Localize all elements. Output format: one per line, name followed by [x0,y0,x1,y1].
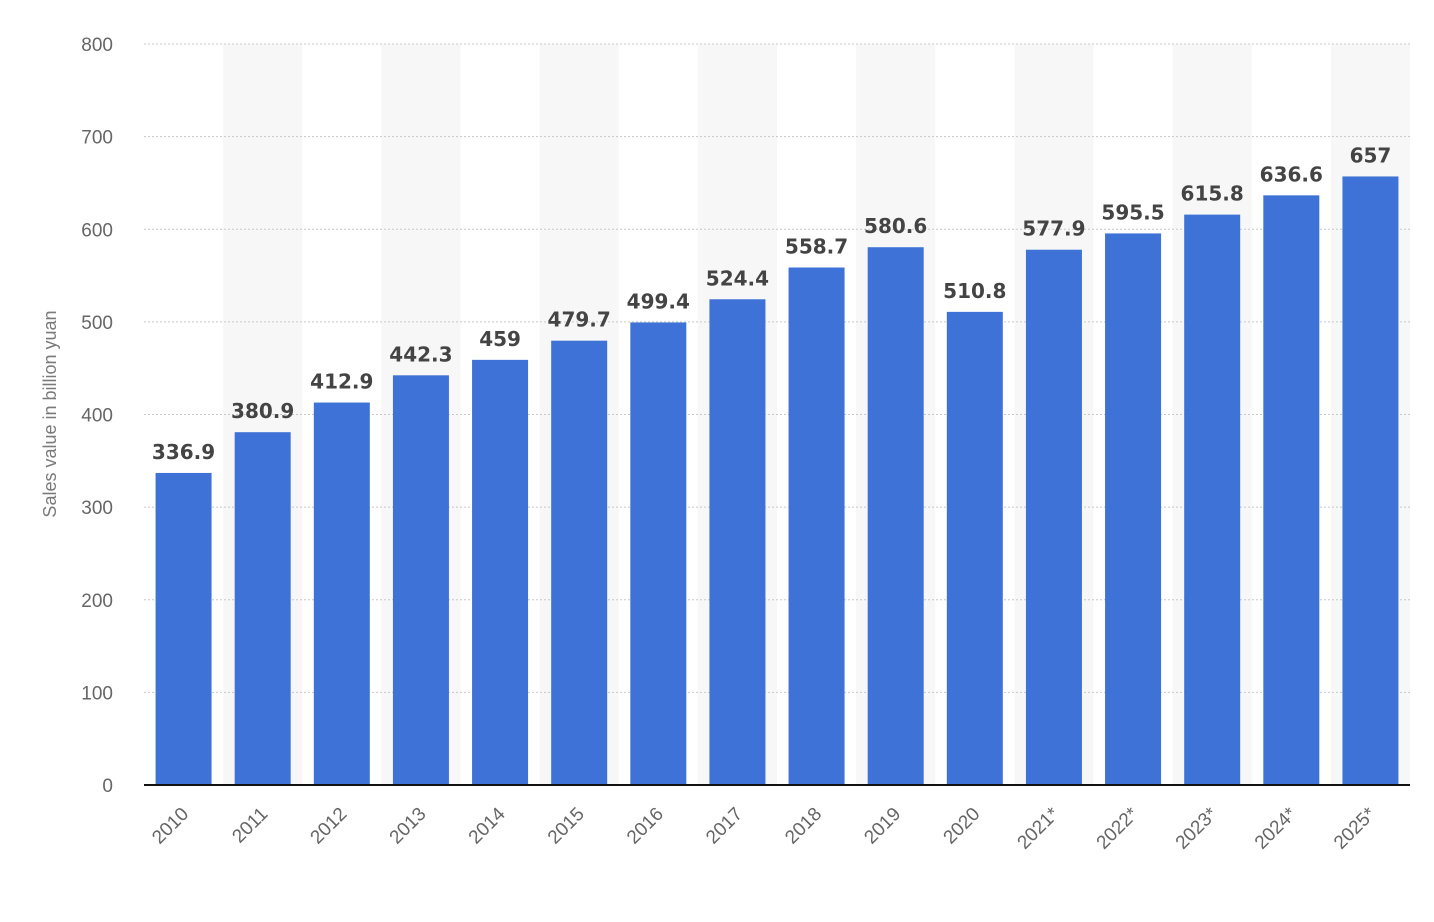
x-tick-label: 2014 [465,803,510,848]
bar[interactable] [472,359,529,785]
bar[interactable] [155,472,212,785]
data-label: 336.9 [152,440,215,464]
data-label: 580.6 [864,214,927,238]
y-tick-label: 800 [81,35,113,56]
bar[interactable] [630,322,687,785]
x-tick-label: 2021* [1014,803,1064,853]
x-tick-label: 2015 [544,804,589,849]
y-axis-title: Sales value in billion yuan [40,310,60,517]
y-tick-label: 700 [81,128,113,149]
data-label: 524.4 [706,266,769,290]
gridlines [144,43,1410,693]
x-tick-label: 2012 [307,804,352,849]
bar[interactable] [1105,233,1162,786]
bar[interactable] [1184,214,1241,786]
bar[interactable] [788,267,845,785]
data-label: 479.7 [548,308,611,332]
x-tick-label: 2025* [1330,803,1380,853]
y-tick-label: 400 [81,406,113,427]
data-label: 636.6 [1260,162,1323,186]
x-tick-label: 2017 [702,804,747,849]
data-label: 442.3 [389,342,452,366]
data-labels: 336.9 380.9 412.9 442.3 459 479.7 499.4 524.4 55… [152,143,1391,463]
bar[interactable] [313,402,370,785]
x-tick-label: 2016 [623,804,668,849]
bar[interactable] [551,340,608,785]
bar[interactable] [392,375,449,785]
x-tick-label: 2013 [386,804,431,849]
bar[interactable] [946,311,1003,785]
x-tick-label: 2010 [148,804,193,849]
bars [155,176,1399,786]
data-label: 412.9 [310,370,373,394]
bar[interactable] [1342,176,1399,786]
y-tick-label: 100 [81,683,113,704]
y-tick-label: 300 [81,498,113,519]
x-tick-label: 2024* [1251,803,1301,853]
x-tick-label: 2019 [860,804,905,849]
data-label: 577.9 [1022,217,1085,241]
y-tick-label: 500 [81,313,113,334]
data-label: 510.8 [943,279,1006,303]
y-tick-label: 0 [102,776,113,797]
y-axis-ticks: 0 100 200 300 400 500 600 700 800 [81,35,113,797]
data-label: 595.5 [1101,200,1164,224]
x-tick-label: 2018 [781,804,826,849]
data-label: 657 [1350,143,1392,167]
bar[interactable] [234,432,291,785]
data-label: 380.9 [231,399,294,423]
data-label: 459 [479,327,521,351]
bar[interactable] [1025,249,1082,786]
y-tick-label: 600 [81,220,113,241]
data-label: 558.7 [785,235,848,259]
data-label: 499.4 [627,289,690,313]
x-tick-label: 2023* [1172,803,1222,853]
x-tick-label: 2020 [940,804,985,849]
y-tick-label: 200 [81,591,113,612]
x-tick-label: 2022* [1093,803,1143,853]
bar[interactable] [1263,195,1320,785]
bar[interactable] [867,247,924,786]
x-axis-ticks: 2010 2011 2012 2013 2014 2015 2016 2017 2018 2019… [148,803,1380,853]
x-tick-label: 2011 [228,804,272,848]
bar[interactable] [709,299,766,785]
data-label: 615.8 [1181,182,1244,206]
